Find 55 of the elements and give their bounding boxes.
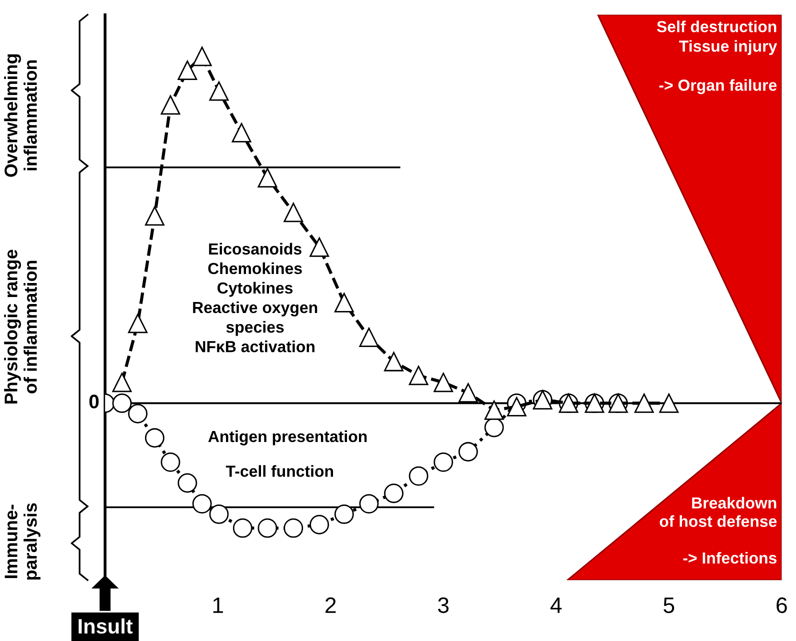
text: Overwhelming inflammation	[4, 54, 37, 177]
point	[384, 484, 404, 504]
point	[484, 400, 504, 420]
point	[128, 404, 148, 424]
point	[659, 393, 679, 413]
point	[434, 452, 454, 472]
point	[144, 428, 164, 448]
point	[334, 292, 354, 312]
text: Immune- paralysis	[4, 503, 40, 580]
ref-line-label: 0	[89, 394, 99, 408]
point	[258, 168, 278, 188]
point	[458, 442, 478, 462]
text: Breakdown of host defense -> Infections	[660, 496, 777, 564]
text: Insult	[78, 618, 133, 634]
point	[112, 372, 132, 392]
x-tick-label: 4	[550, 598, 562, 613]
point	[160, 95, 180, 115]
text: Physiologic range of inflammation	[4, 250, 37, 404]
point	[128, 314, 148, 334]
point	[209, 504, 229, 524]
point	[359, 328, 379, 348]
point	[178, 473, 198, 493]
point	[232, 122, 252, 142]
point	[112, 393, 132, 413]
point	[144, 206, 164, 226]
point	[284, 518, 304, 538]
point	[178, 60, 198, 80]
annotation: Antigen presentation	[208, 430, 367, 446]
point	[334, 504, 354, 524]
point	[359, 494, 379, 514]
point	[634, 393, 654, 413]
point	[160, 452, 180, 472]
point	[192, 46, 212, 66]
point	[209, 81, 229, 101]
text: Self destruction Tissue injury -> Organ failure	[656, 20, 778, 94]
x-tick-label: 1	[213, 598, 223, 613]
annotation: T-cell function	[226, 465, 334, 477]
point	[232, 518, 252, 538]
point	[284, 202, 304, 222]
x-tick-label: 5	[664, 598, 674, 614]
x-tick-label: 2	[326, 597, 336, 613]
point	[506, 396, 526, 416]
point	[408, 366, 428, 386]
point	[434, 372, 454, 392]
point	[258, 518, 278, 538]
x-tick-label: 6	[776, 597, 787, 614]
point	[408, 466, 428, 486]
point	[384, 352, 404, 372]
point	[310, 237, 330, 257]
point	[484, 418, 504, 438]
point	[192, 494, 212, 514]
x-tick-label: 3	[438, 597, 449, 614]
point	[310, 514, 330, 534]
point	[458, 383, 478, 403]
annotation: Eicosanoids Chemokines Cytokines Reactive oxygen species NFκB activation	[193, 242, 318, 352]
